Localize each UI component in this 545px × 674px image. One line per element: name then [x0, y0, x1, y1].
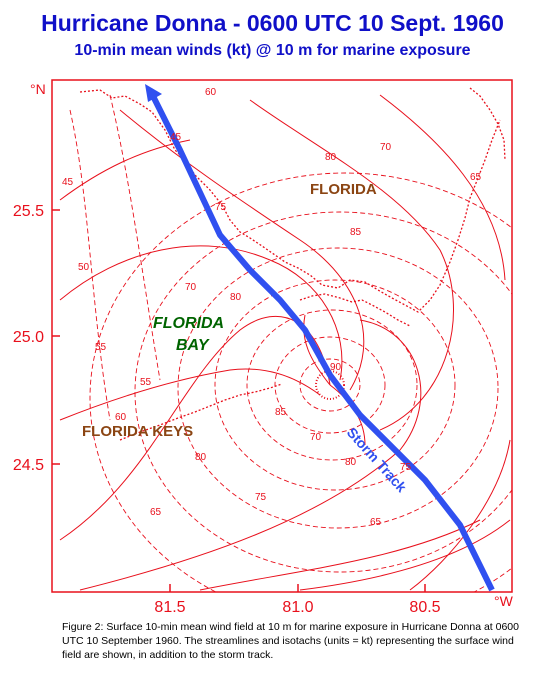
isotach-value-label: 55	[140, 377, 152, 388]
isotach-value-label: 85	[350, 227, 362, 238]
isotach-value-label: 45	[62, 177, 74, 188]
lat-tick-label: 24.5	[13, 457, 44, 474]
figure-caption: Figure 2: Surface 10-min mean wind field…	[62, 621, 519, 661]
lat-tick-label: 25.0	[13, 329, 44, 346]
isotach-value-label: 65	[150, 507, 162, 518]
storm-track-arrowhead	[145, 84, 162, 102]
isotach-value-label: 85	[275, 407, 287, 418]
isotach-value-label: 65	[470, 172, 482, 183]
map-frame	[51, 79, 513, 593]
streamlines	[59, 94, 511, 591]
storm-track-line	[147, 88, 495, 592]
florida-keys-label: FLORIDA KEYS	[82, 423, 193, 440]
isotach-value-label: 75	[255, 492, 267, 503]
lon-tick-label: 80.5	[409, 599, 440, 616]
storm-eye	[315, 370, 345, 400]
florida-bay-label-line1: FLORIDA	[153, 315, 224, 332]
isotach-value-labels: 45 50 55 60 65 70 75 80 85 90 80 75 70 75 65 45 60 70 65 80…	[62, 87, 482, 528]
page-title: Hurricane Donna - 0600 UTC 10 Sept. 1960	[41, 10, 504, 36]
coastline	[79, 87, 506, 441]
corner-north-label: °N	[30, 81, 46, 97]
isotach-value-label: 45	[170, 132, 182, 143]
isotach-value-label: 80	[345, 457, 357, 468]
isotach-value-label: 60	[205, 87, 217, 98]
isotach-value-label: 75	[400, 462, 412, 473]
lon-tick-label: 81.5	[154, 599, 185, 616]
lat-tick-label: 25.5	[13, 203, 44, 220]
florida-label: FLORIDA	[310, 181, 377, 198]
isotach-value-label: 60	[115, 412, 127, 423]
isotach-value-label: 70	[185, 282, 197, 293]
isotach-value-label: 75	[215, 202, 227, 213]
lon-tick-label: 81.0	[282, 599, 313, 616]
isotach-value-label: 80	[195, 452, 207, 463]
isotach-value-label: 80	[325, 152, 337, 163]
isotach-value-label: 80	[230, 292, 242, 303]
corner-west-label: °W	[494, 593, 514, 609]
isotach-value-label: 65	[370, 517, 382, 528]
isotach-value-label: 90	[330, 362, 342, 373]
isotachs	[69, 94, 512, 592]
isotach-value-label: 50	[78, 262, 90, 273]
florida-bay-label-line2: BAY	[176, 337, 210, 354]
page-subtitle: 10-min mean winds (kt) @ 10 m for marine…	[74, 42, 471, 59]
isotach-value-label: 70	[380, 142, 392, 153]
isotach-value-label: 70	[310, 432, 322, 443]
isotach-value-label: 55	[95, 342, 107, 353]
